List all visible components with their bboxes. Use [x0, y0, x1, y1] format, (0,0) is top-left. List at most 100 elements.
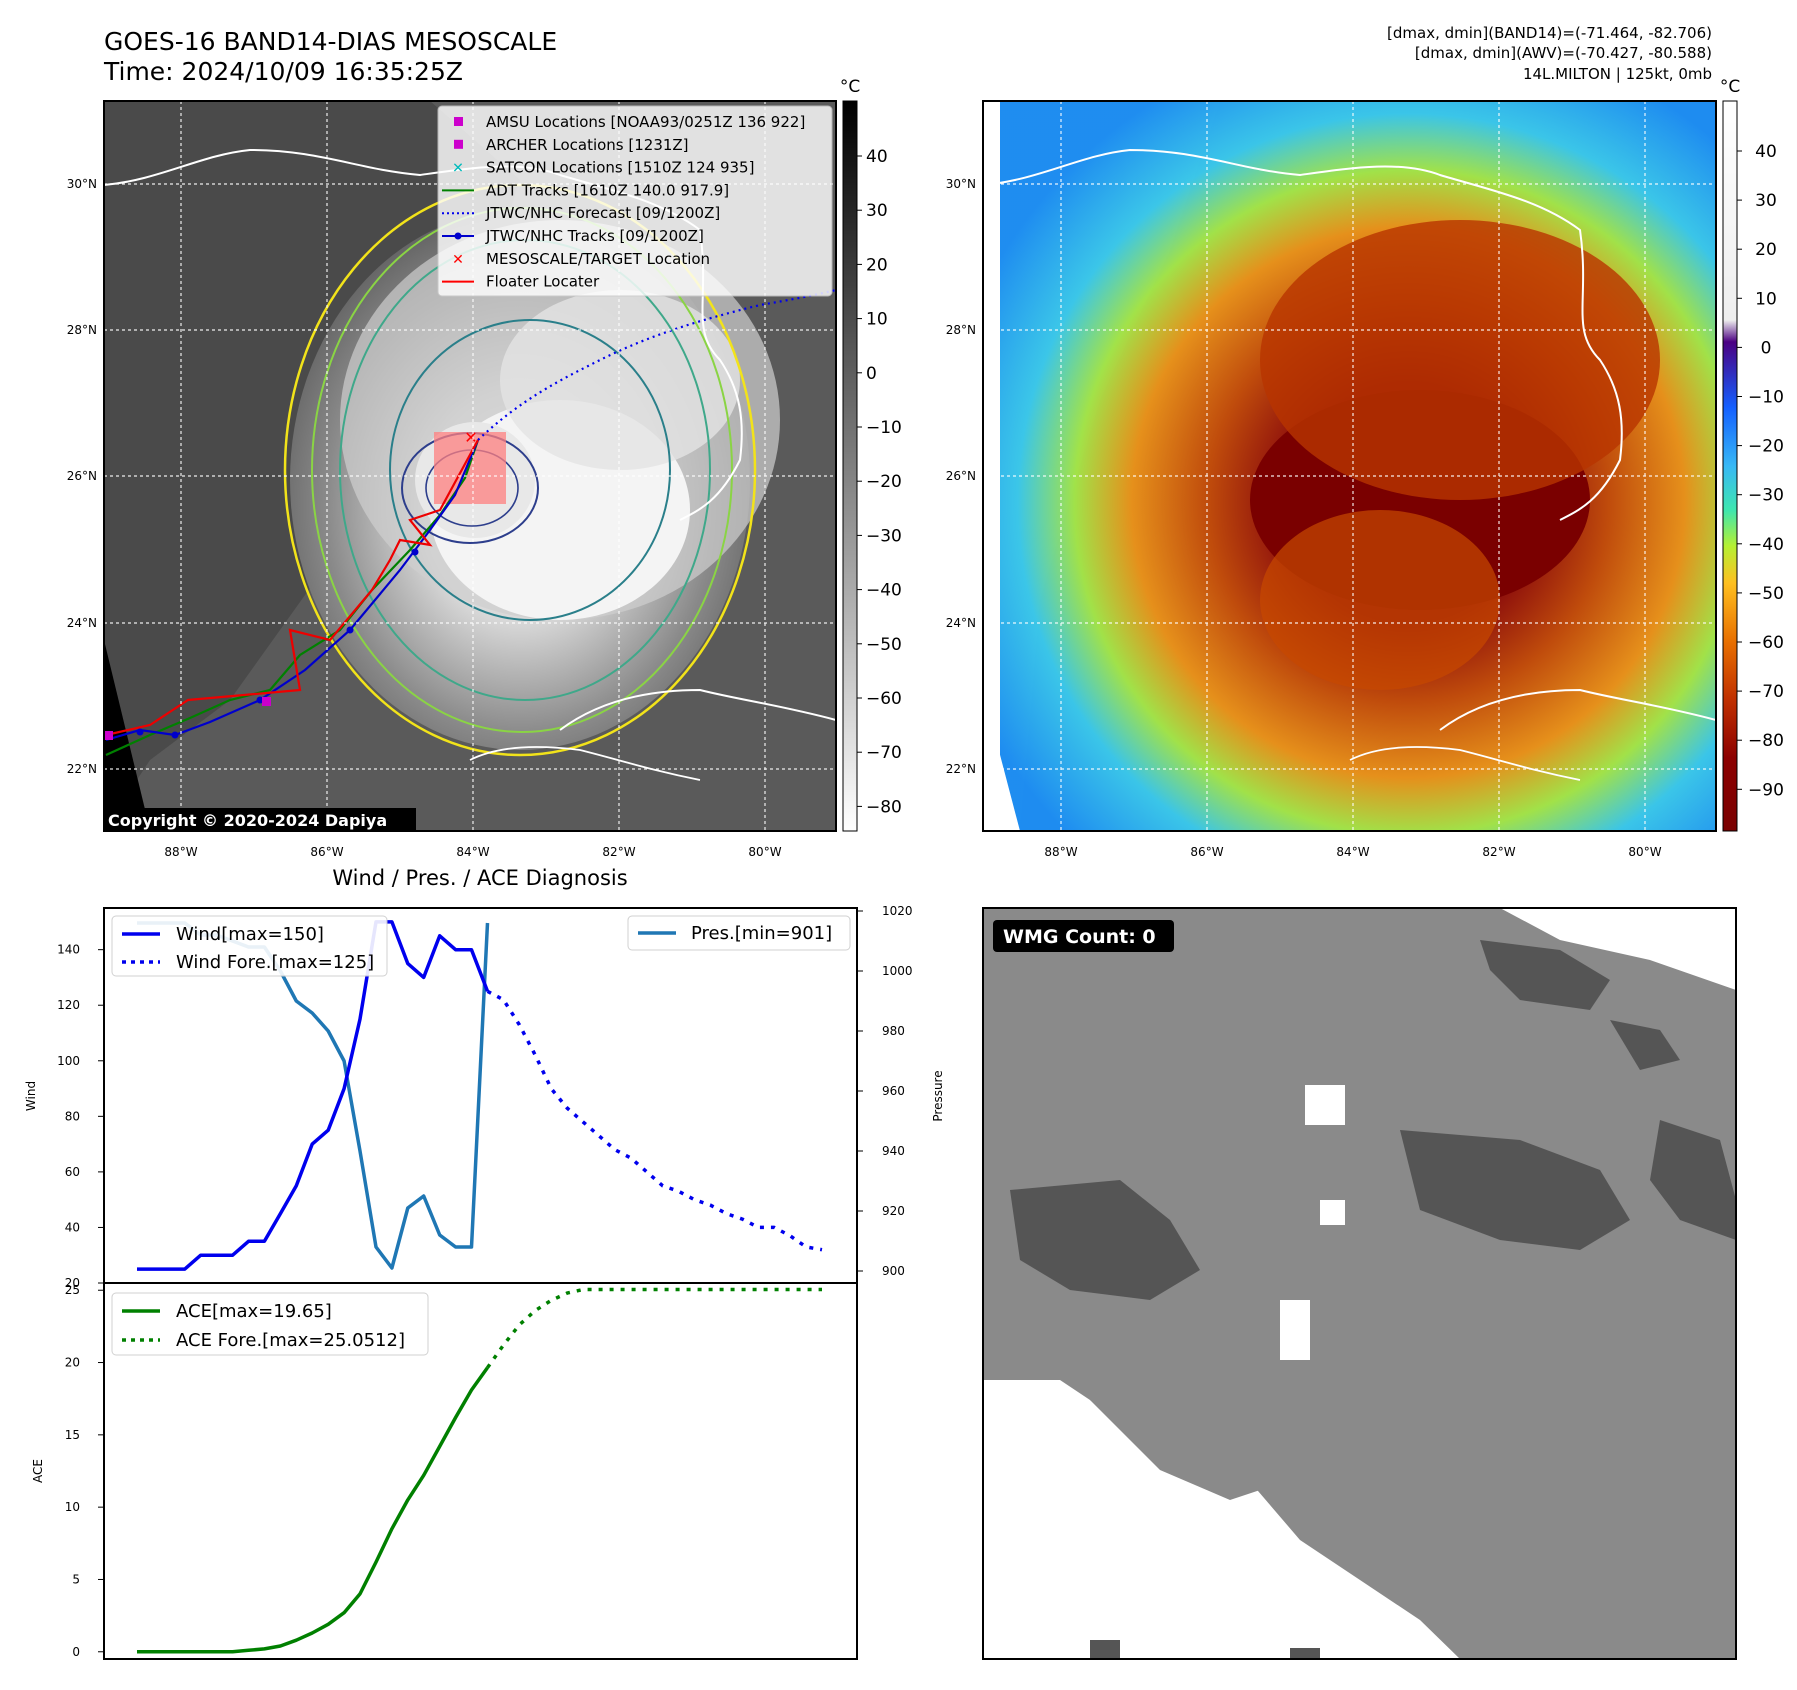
legend-label: JTWC/NHC Tracks [09/1200Z]	[485, 227, 704, 245]
lat-label: 28°N	[946, 323, 976, 337]
wmg-panel: WMG Count: 0	[983, 908, 1736, 1659]
pressure-ylabel: Pressure	[931, 1070, 945, 1121]
ace-legend: ACE[max=19.65] ACE Fore.[max=25.0512]	[111, 1292, 429, 1356]
diagnosis-title: Wind / Pres. / ACE Diagnosis	[332, 866, 627, 890]
colorbar-tick: −40	[1748, 535, 1784, 555]
colorbar-tick: −40	[866, 581, 902, 601]
legend-entry: ✕ SATCON Locations [1510Z 124 935]	[452, 159, 754, 177]
info-band14: [dmax, dmin](BAND14)=(-71.464, -82.706)	[1387, 24, 1712, 42]
legend-entry: AMSU Locations [NOAA93/0251Z 136 922]	[454, 113, 805, 131]
legend-entry: ARCHER Locations [1231Z]	[454, 136, 689, 154]
figure-title: GOES-16 BAND14-DIAS MESOSCALE	[104, 27, 557, 56]
wind-ytick: 100	[57, 1054, 80, 1068]
ir-lon-labels: 88°W 86°W 84°W 82°W 80°W	[164, 845, 781, 859]
colorbar-tick: 30	[866, 201, 888, 221]
legend-pressure: Pres.[min=901]	[691, 923, 832, 944]
pressure-ytick: 1000	[882, 964, 913, 978]
ace-ytick: 5	[72, 1572, 80, 1586]
lon-label: 80°W	[748, 845, 781, 859]
lon-label: 82°W	[1482, 845, 1515, 859]
lat-label: 28°N	[67, 323, 97, 337]
info-storm: 14L.MILTON | 125kt, 0mb	[1523, 65, 1712, 83]
colorbar-tick: −80	[866, 797, 902, 817]
legend-label: AMSU Locations [NOAA93/0251Z 136 922]	[486, 113, 805, 131]
lon-label: 88°W	[164, 845, 197, 859]
ir-lat-labels: 30°N 28°N 26°N 24°N 22°N	[67, 177, 97, 776]
track-legend: AMSU Locations [NOAA93/0251Z 136 922] ARC…	[437, 105, 833, 297]
colorbar-tick: −30	[866, 526, 902, 546]
lat-label: 30°N	[946, 177, 976, 191]
ace-ytick: 10	[65, 1500, 80, 1514]
colorbar-tick: −50	[1748, 584, 1784, 604]
ace-ytick: 20	[65, 1356, 80, 1370]
wind-ytick: 120	[57, 998, 80, 1012]
legend-ace-fore: ACE Fore.[max=25.0512]	[176, 1330, 405, 1351]
legend-label: Floater Locater	[486, 273, 600, 291]
legend-label: ARCHER Locations [1231Z]	[486, 136, 689, 154]
colorbar-tick: −20	[1748, 437, 1784, 457]
wmg-count: WMG Count: 0	[1003, 926, 1156, 948]
colorbar-tick: −60	[1748, 633, 1784, 653]
copyright: Copyright © 2020-2024 Dapiya	[108, 811, 387, 830]
wind-line	[137, 920, 490, 1271]
legend-entry: JTWC/NHC Forecast [09/1200Z]	[442, 204, 720, 222]
lat-label: 24°N	[67, 616, 97, 630]
ace-ytick: 15	[65, 1428, 80, 1442]
lat-label: 22°N	[67, 762, 97, 776]
awv-map	[983, 101, 1716, 831]
lon-label: 82°W	[602, 845, 635, 859]
wind-ytick: 80	[65, 1109, 80, 1123]
ace-forecast-line	[486, 1287, 822, 1369]
legend-entry: ✕ MESOSCALE/TARGET Location	[452, 250, 710, 268]
colorbar-tick: 0	[1761, 338, 1772, 358]
legend-label: SATCON Locations [1510Z 124 935]	[486, 159, 754, 177]
copyright-box	[104, 808, 416, 831]
ir-map-frame	[103, 100, 837, 832]
legend-label: ADT Tracks [1610Z 140.0 917.9]	[486, 181, 729, 199]
lon-label: 84°W	[1336, 845, 1369, 859]
pressure-ytick: 940	[882, 1144, 905, 1158]
lat-label: 26°N	[946, 469, 976, 483]
colorbar-tick: 40	[1755, 142, 1777, 162]
wind-ytick: 60	[65, 1165, 80, 1179]
ace-ytick: 0	[72, 1645, 80, 1659]
lon-label: 80°W	[1628, 845, 1661, 859]
colorbar-tick: 10	[866, 310, 888, 330]
legend-entry: Floater Locater	[442, 273, 600, 291]
ir-colorbar-unit: °C	[840, 77, 860, 97]
pressure-ytick: 900	[882, 1264, 905, 1278]
lat-label: 24°N	[946, 616, 976, 630]
ace-chart: 0 5 10 15 20 25	[65, 1283, 822, 1659]
lon-label: 84°W	[456, 845, 489, 859]
svg-text:✕: ✕	[464, 428, 477, 447]
colorbar-tick: −60	[866, 689, 902, 709]
awv-colorbar: °C 40 30 20 10 0 −10 −20 −30 −40 −50 −60 −70 −80 −90	[1720, 77, 1784, 832]
lon-label: 86°W	[310, 845, 343, 859]
colorbar-tick: −80	[1748, 731, 1784, 751]
figure-time: Time: 2024/10/09 16:35:25Z	[103, 57, 463, 86]
colorbar-tick: −50	[866, 635, 902, 655]
pressure-ytick: 1020	[882, 904, 913, 918]
ace-ylabel: ACE	[31, 1459, 45, 1483]
wind-forecast-line	[486, 989, 823, 1252]
pressure-ytick: 980	[882, 1024, 905, 1038]
colorbar-tick: −90	[1748, 780, 1784, 800]
lat-label: 22°N	[946, 762, 976, 776]
ace-chart-frame	[103, 1282, 858, 1660]
wind-legend: Wind[max=150] Wind Fore.[max=125]	[111, 915, 388, 977]
pressure-ytick: 960	[882, 1084, 905, 1098]
colorbar-tick: −10	[1748, 388, 1784, 408]
pressure-ytick: 920	[882, 1204, 905, 1218]
colorbar-tick: −70	[866, 743, 902, 763]
awv-lon-labels: 88°W 86°W 84°W 82°W 80°W	[1044, 845, 1661, 859]
wind-ytick: 40	[65, 1220, 80, 1234]
wmg-panel-frame	[982, 907, 1737, 1660]
colorbar-tick: 20	[866, 255, 888, 275]
colorbar-tick: 0	[866, 364, 877, 384]
legend-label: MESOSCALE/TARGET Location	[486, 250, 710, 268]
colorbar-tick: 30	[1755, 191, 1777, 211]
lon-label: 88°W	[1044, 845, 1077, 859]
colorbar-tick: −10	[866, 418, 902, 438]
wind-ytick: 140	[57, 943, 80, 957]
legend-entry: ADT Tracks [1610Z 140.0 917.9]	[442, 181, 729, 199]
